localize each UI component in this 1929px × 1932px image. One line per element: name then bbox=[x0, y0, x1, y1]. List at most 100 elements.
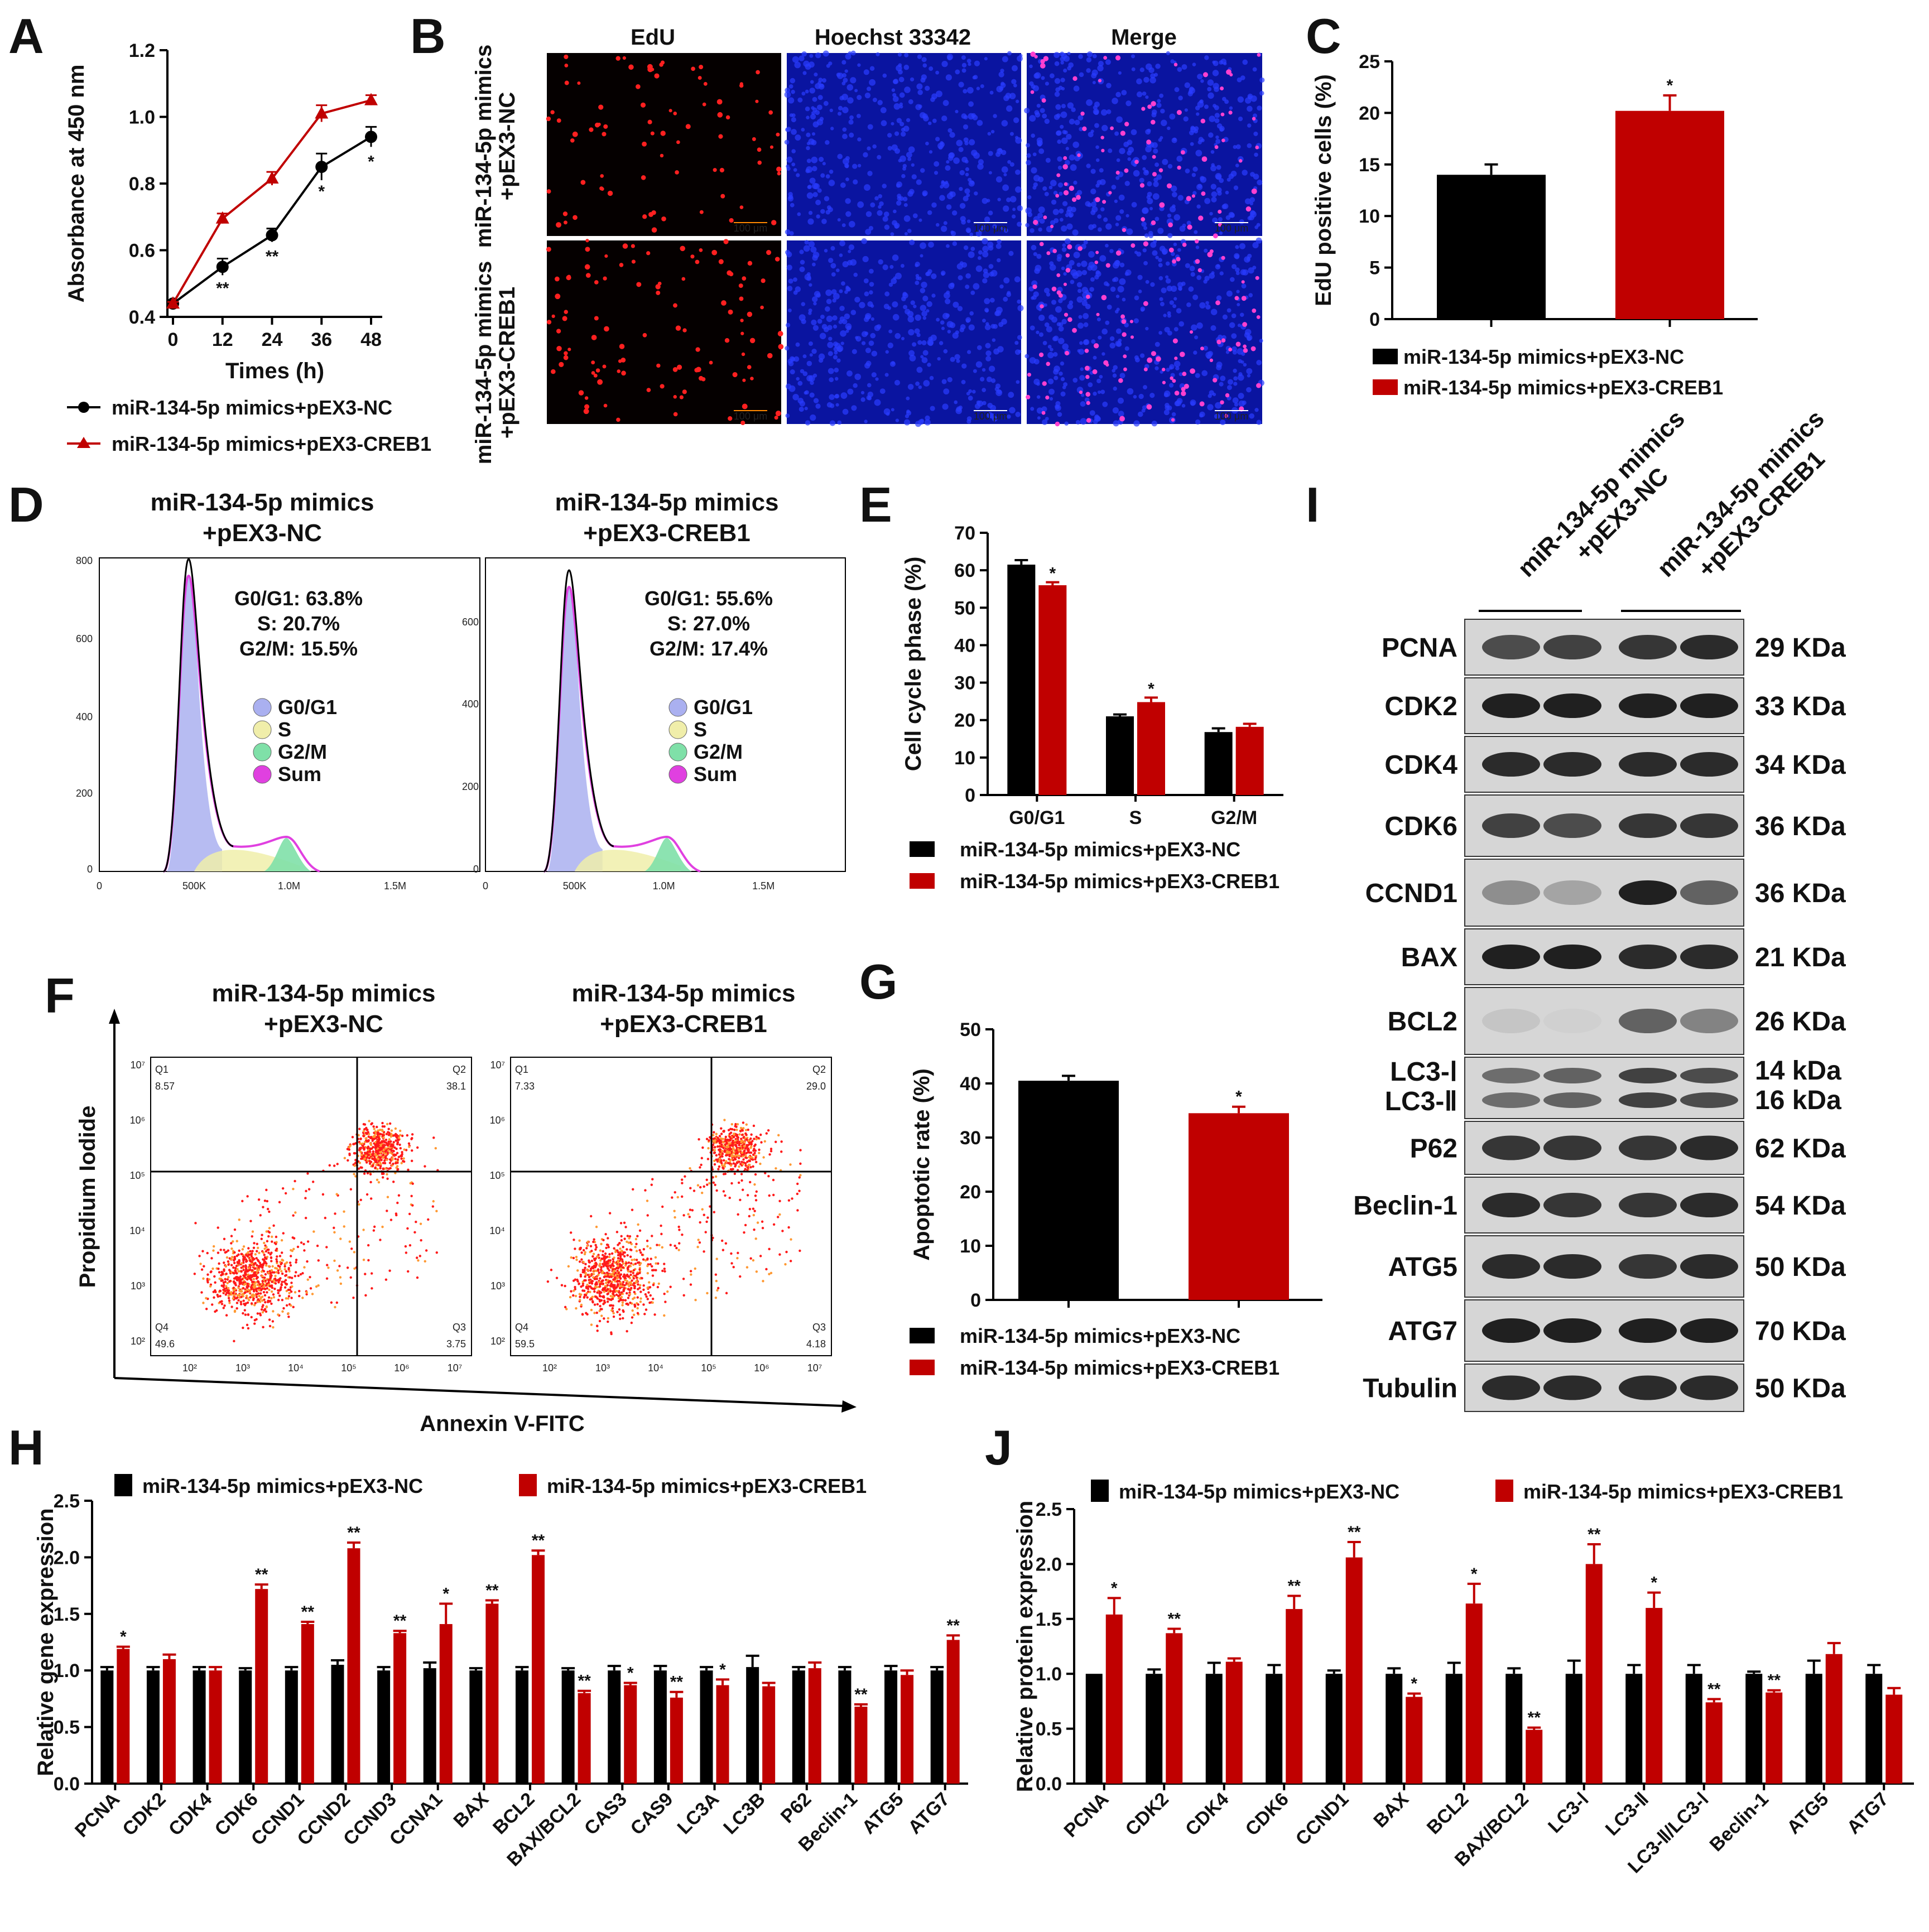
flow-event-dot bbox=[312, 1230, 315, 1233]
nucleus-dot bbox=[1239, 243, 1246, 249]
chart-g-y-tick-label: 10 bbox=[960, 1236, 981, 1257]
nucleus-dot bbox=[1008, 392, 1014, 398]
nucleus-dot bbox=[1145, 326, 1149, 331]
flow-event-dot bbox=[328, 1164, 331, 1167]
edu-dot bbox=[591, 371, 595, 375]
nucleus-dot bbox=[970, 247, 975, 252]
nucleus-dot bbox=[1054, 52, 1060, 58]
nucleus-dot bbox=[1186, 220, 1191, 225]
flow-event-dot bbox=[363, 1158, 365, 1161]
nucleus-dot bbox=[1118, 194, 1125, 201]
nucleus-dot bbox=[1098, 61, 1104, 67]
flow-event-dot bbox=[622, 1262, 625, 1265]
flow-event-dot bbox=[401, 1151, 403, 1154]
flow-event-dot bbox=[642, 1258, 645, 1261]
flow-y-tick-label: 10² bbox=[131, 1336, 145, 1347]
panel-label-i: I bbox=[1306, 477, 1319, 532]
edu-dot bbox=[617, 369, 621, 373]
edu-dot bbox=[1225, 393, 1230, 398]
flow-event-dot bbox=[725, 1145, 728, 1149]
flow-event-dot bbox=[759, 1162, 762, 1165]
edu-dot bbox=[757, 147, 762, 152]
flow-event-dot bbox=[359, 1138, 362, 1140]
flow-event-dot bbox=[372, 1229, 376, 1232]
flow-event-dot bbox=[390, 1129, 393, 1132]
nucleus-dot bbox=[802, 71, 807, 75]
nucleus-dot bbox=[988, 365, 995, 372]
nucleus-dot bbox=[1061, 319, 1067, 325]
edu-dot bbox=[1218, 209, 1222, 214]
nucleus-dot bbox=[1154, 73, 1158, 77]
chart-j-x-tick-label: LC3-Ⅰ bbox=[1544, 1789, 1593, 1837]
chart-j-x-tick-label: BAX bbox=[1369, 1789, 1413, 1832]
flow-event-dot bbox=[277, 1271, 280, 1274]
flow-event-dot bbox=[271, 1271, 274, 1274]
edu-dot bbox=[1156, 356, 1161, 362]
flow-event-dot bbox=[674, 1244, 676, 1247]
flow-event-dot bbox=[376, 1178, 379, 1181]
nucleus-dot bbox=[1149, 393, 1155, 398]
chart-h-significance: ** bbox=[670, 1673, 684, 1692]
nucleus-dot bbox=[1225, 215, 1231, 220]
flow-event-dot bbox=[735, 1128, 738, 1131]
flow-event-dot bbox=[610, 1282, 613, 1285]
flow-event-dot bbox=[243, 1309, 246, 1312]
flow-event-dot bbox=[208, 1278, 211, 1281]
flow-event-dot bbox=[678, 1228, 681, 1231]
flow-event-dot bbox=[724, 1242, 728, 1245]
nucleus-dot bbox=[925, 415, 930, 421]
nucleus-dot bbox=[1127, 157, 1132, 161]
nucleus-dot bbox=[1059, 372, 1063, 376]
nucleus-dot bbox=[1254, 152, 1258, 157]
edu-dot bbox=[775, 257, 780, 262]
nucleus-dot bbox=[841, 281, 845, 286]
chart-h-bar-ccna1-creb1 bbox=[439, 1624, 453, 1784]
flow-event-dot bbox=[225, 1285, 228, 1288]
flow-event-dot bbox=[699, 1166, 701, 1169]
edu-dot bbox=[1093, 343, 1099, 349]
nucleus-dot bbox=[1212, 60, 1216, 64]
flow-event-dot bbox=[274, 1282, 277, 1285]
flow-event-dot bbox=[629, 1273, 632, 1276]
flow-event-dot bbox=[366, 1172, 369, 1175]
edu-dot bbox=[1146, 404, 1152, 410]
panel-label-f: F bbox=[45, 968, 75, 1023]
nucleus-dot bbox=[1229, 106, 1233, 110]
nucleus-dot bbox=[1165, 278, 1171, 284]
nucleus-dot bbox=[1061, 137, 1068, 144]
flow-event-dot bbox=[619, 1299, 622, 1302]
nucleus-dot bbox=[837, 420, 842, 425]
edu-dot bbox=[546, 116, 551, 122]
edu-dot bbox=[709, 360, 713, 365]
histogram-y-tick-label: 400 bbox=[76, 711, 93, 722]
flow-event-dot bbox=[234, 1266, 237, 1270]
nucleus-dot bbox=[1213, 83, 1219, 89]
nucleus-dot bbox=[958, 275, 963, 281]
flow-event-dot bbox=[411, 1182, 414, 1185]
flow-event-dot bbox=[653, 1313, 656, 1316]
nucleus-dot bbox=[1031, 167, 1037, 174]
flow-event-dot bbox=[359, 1198, 362, 1202]
flow-event-dot bbox=[267, 1271, 270, 1274]
panel-f-x-arrowhead bbox=[841, 1400, 857, 1413]
nucleus-dot bbox=[1114, 199, 1118, 203]
edu-dot bbox=[585, 273, 591, 278]
nucleus-dot bbox=[955, 69, 960, 75]
flow-event-dot bbox=[607, 1246, 610, 1249]
edu-dot bbox=[1172, 379, 1176, 383]
flow-event-dot bbox=[431, 1205, 435, 1208]
legend-e-creb1-swatch bbox=[910, 873, 935, 889]
flow-event-dot bbox=[632, 1188, 634, 1191]
flow-event-dot bbox=[234, 1281, 237, 1285]
nucleus-dot bbox=[1117, 397, 1124, 404]
flow-event-dot bbox=[706, 1292, 709, 1295]
flow-event-dot bbox=[742, 1158, 745, 1161]
edu-dot bbox=[1130, 335, 1134, 339]
edu-dot bbox=[1092, 369, 1098, 374]
flow-event-dot bbox=[339, 1237, 342, 1240]
nucleus-dot bbox=[1177, 248, 1181, 252]
edu-dot bbox=[1067, 317, 1072, 322]
flow-event-dot bbox=[769, 1150, 773, 1153]
chart-j-bar-cdk6-creb1 bbox=[1286, 1609, 1303, 1784]
